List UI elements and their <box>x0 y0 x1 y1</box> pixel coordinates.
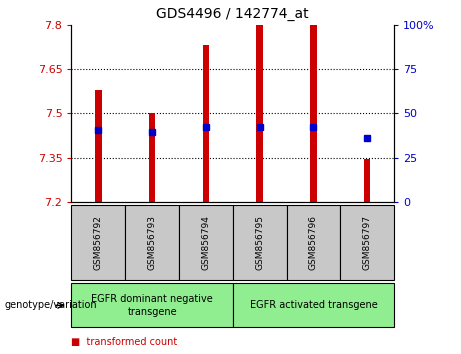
Text: EGFR activated transgene: EGFR activated transgene <box>249 300 378 310</box>
Text: genotype/variation: genotype/variation <box>5 300 97 310</box>
Bar <box>95 90 101 202</box>
Text: ■  transformed count: ■ transformed count <box>71 337 177 347</box>
Text: GSM856793: GSM856793 <box>148 215 157 270</box>
Text: GSM856794: GSM856794 <box>201 215 210 270</box>
Bar <box>364 159 371 202</box>
Bar <box>310 25 317 202</box>
Text: GSM856797: GSM856797 <box>363 215 372 270</box>
Title: GDS4496 / 142774_at: GDS4496 / 142774_at <box>156 7 309 21</box>
Text: GSM856796: GSM856796 <box>309 215 318 270</box>
Text: GSM856792: GSM856792 <box>94 215 103 270</box>
Bar <box>203 45 209 202</box>
Text: EGFR dominant negative
transgene: EGFR dominant negative transgene <box>91 294 213 316</box>
Text: GSM856795: GSM856795 <box>255 215 264 270</box>
Bar <box>149 113 155 202</box>
Bar <box>256 25 263 202</box>
